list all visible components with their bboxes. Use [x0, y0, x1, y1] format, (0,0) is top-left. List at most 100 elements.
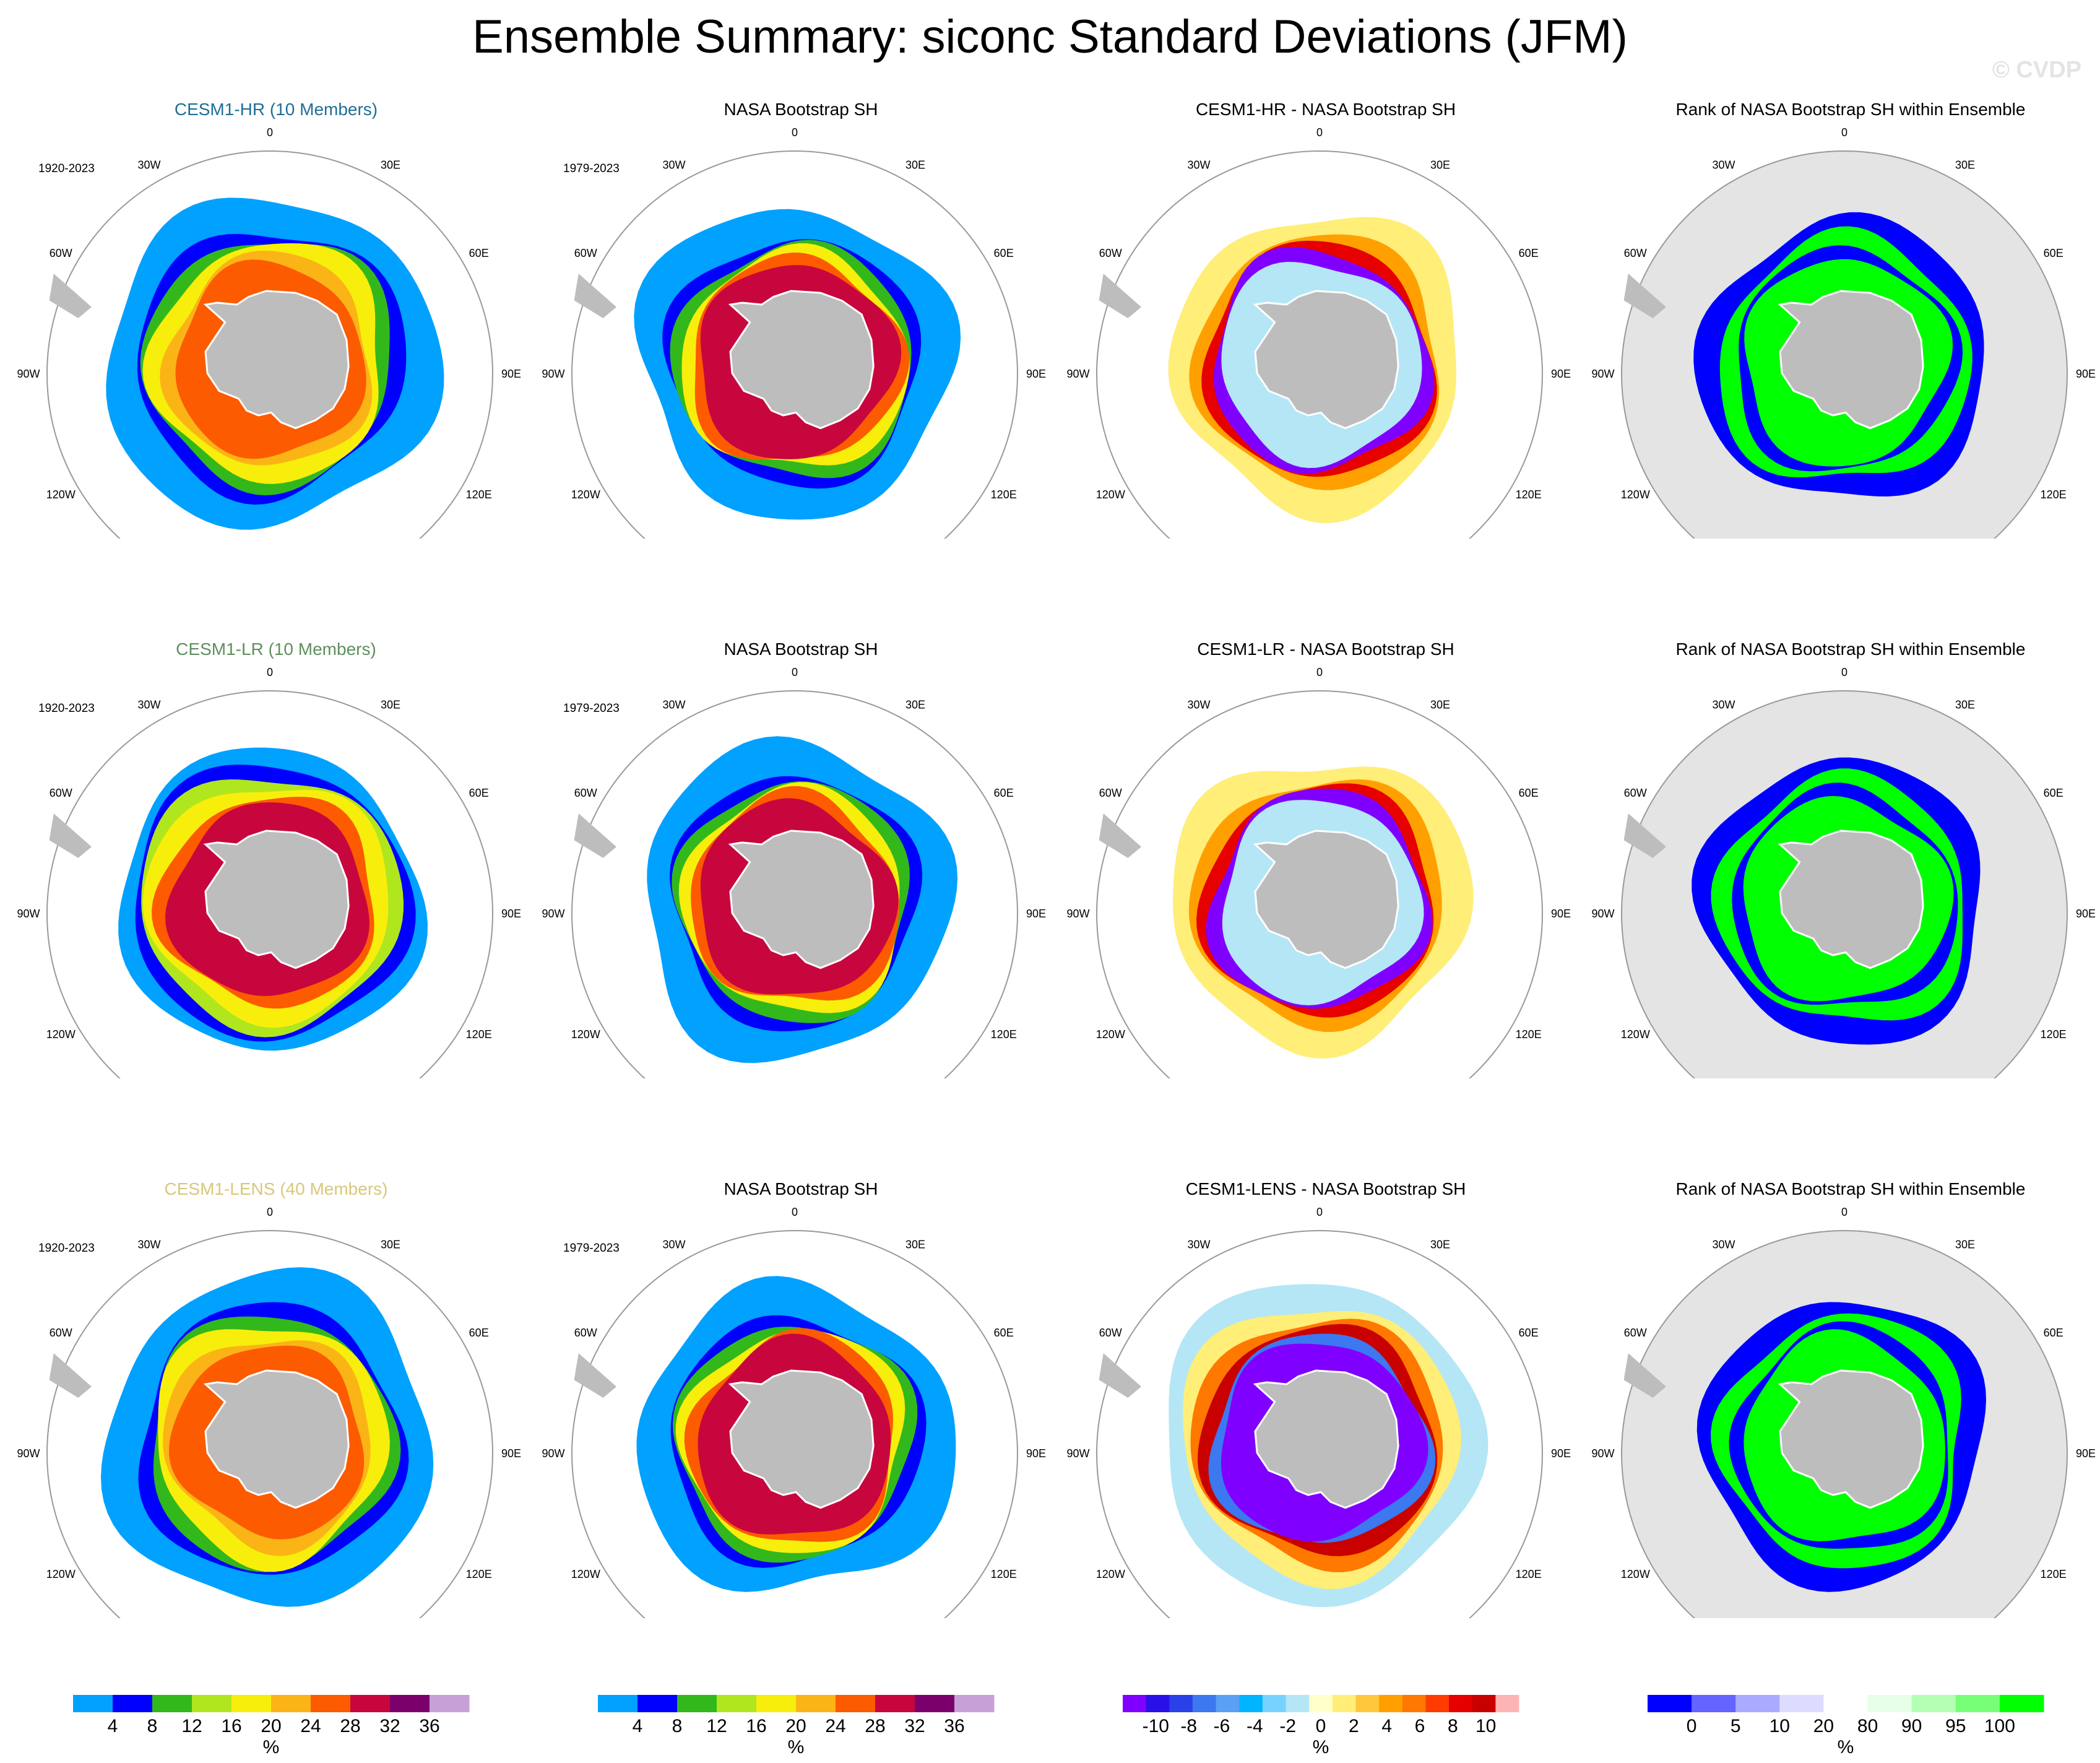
longitude-label: 60W — [1099, 247, 1122, 259]
longitude-label: 0 — [267, 666, 273, 678]
colorbar-tick-label: 0 — [1316, 1716, 1326, 1736]
colorbar-swatch — [836, 1695, 876, 1712]
colorbar-tick-label: 16 — [221, 1716, 241, 1736]
period-label: 1920-2023 — [38, 1242, 95, 1255]
colorbar-swatch — [311, 1695, 351, 1712]
longitude-label: 90E — [2076, 907, 2096, 920]
longitude-label: 60E — [2044, 1327, 2063, 1339]
map-panel: CESM1-LENS (40 Members)030E60E90E120E150… — [14, 1080, 538, 1618]
longitude-label: 30W — [1187, 698, 1210, 711]
longitude-label: 90W — [542, 1447, 564, 1460]
longitude-label: 60W — [574, 1327, 597, 1339]
longitude-label: 120W — [571, 1568, 600, 1580]
colorbar-swatch — [1146, 1695, 1170, 1712]
longitude-label: 60E — [1519, 247, 1539, 259]
colorbar-tick-label: 24 — [825, 1716, 845, 1736]
colorbar-swatch — [1216, 1695, 1240, 1712]
longitude-label: 30W — [137, 1238, 160, 1250]
longitude-label: 90E — [501, 1447, 521, 1460]
colorbar-tick-label: -6 — [1214, 1716, 1230, 1736]
longitude-label: 120E — [2041, 1028, 2067, 1041]
longitude-label: 60W — [1624, 1327, 1647, 1339]
colorbar: 0 5 10 20 80 90 95 100% — [1648, 1695, 2044, 1757]
map-panel: CESM1-LENS - NASA Bootstrap SH 0 30E 60E 90E… — [1063, 1080, 1588, 1618]
longitude-label: 120W — [1621, 1028, 1650, 1041]
south-america-land — [1623, 813, 1666, 858]
colorbar-swatch — [1239, 1695, 1263, 1712]
map-panel: Rank of NASA Bootstrap SH within Ensembl… — [1588, 540, 2100, 1078]
longitude-label: 0 — [1841, 126, 1847, 139]
longitude-label: 120E — [991, 488, 1017, 501]
longitude-label: 30E — [905, 698, 925, 711]
colorbar-swatch — [350, 1695, 391, 1712]
colorbar-tick-label: 4 — [633, 1716, 643, 1736]
longitude-label: 90E — [1026, 368, 1046, 380]
period-label: 1979-2023 — [563, 162, 620, 175]
longitude-label: 0 — [792, 1206, 798, 1218]
longitude-label: 30W — [1712, 698, 1735, 711]
colorbar-tick-label: 36 — [944, 1716, 964, 1736]
longitude-label: 0 — [1316, 126, 1323, 139]
panel-title: CESM1-HR - NASA Bootstrap SH — [1195, 100, 1456, 119]
longitude-label: 120E — [2041, 488, 2067, 501]
colorbar-tick-label: 6 — [1415, 1716, 1425, 1736]
polar-map: 030E60E90E120E150E180150W120W90W60W30W — [1591, 666, 2096, 1078]
colorbar-swatch — [113, 1695, 153, 1712]
colorbar-swatch — [1309, 1695, 1333, 1712]
longitude-label: 60E — [469, 787, 489, 799]
colorbar-swatch — [1379, 1695, 1403, 1712]
longitude-label: 120E — [1516, 1568, 1542, 1580]
colorbar-tick-label: 24 — [300, 1716, 321, 1736]
longitude-label: 60E — [2044, 787, 2063, 799]
colorbar-tick-label: 32 — [379, 1716, 400, 1736]
longitude-label: 90W — [542, 907, 564, 920]
longitude-label: 60E — [1519, 787, 1539, 799]
map-panel: CESM1-HR - NASA Bootstrap SH 0 30E 60E 90E 12… — [1063, 0, 1588, 539]
colorbar-swatch — [390, 1695, 430, 1712]
colorbar-swatch — [192, 1695, 232, 1712]
longitude-label: 60W — [574, 247, 597, 259]
longitude-label: 120E — [466, 1568, 492, 1580]
map-panel: NASA Bootstrap SH030E60E90E120E150E18015… — [538, 0, 1063, 539]
antarctica-land — [1778, 1369, 1924, 1509]
colorbar-swatch — [1472, 1695, 1496, 1712]
longitude-label: 30W — [1712, 158, 1735, 171]
colorbar-swatch — [1867, 1695, 1912, 1712]
colorbar: -10 -8 -6 -4 -2 0 2 4 6 8 10% — [1123, 1695, 1519, 1757]
panel-title: Rank of NASA Bootstrap SH within Ensembl… — [1675, 1179, 2026, 1198]
longitude-label: 60E — [994, 247, 1014, 259]
colorbar-tick-label: -10 — [1143, 1716, 1169, 1736]
longitude-label: 30W — [1712, 1238, 1735, 1250]
colorbar-swatch — [271, 1695, 311, 1712]
colorbar-tick-label: 8 — [1448, 1716, 1458, 1736]
colorbar-tick-label: 100 — [1984, 1716, 2015, 1736]
panel-title: CESM1-LR - NASA Bootstrap SH — [1197, 639, 1454, 659]
longitude-label: 120W — [46, 1028, 76, 1041]
colorbar-tick-label: 0 — [1687, 1716, 1697, 1736]
colorbar-swatch — [430, 1695, 470, 1712]
longitude-label: 60W — [50, 787, 72, 799]
polar-map: 030E60E90E120E150E180150W120W90W60W30W19… — [542, 126, 1046, 539]
longitude-label: 120W — [1621, 1568, 1650, 1580]
longitude-label: 90W — [1066, 907, 1089, 920]
panel-title: CESM1-HR (10 Members) — [174, 100, 378, 119]
figure-title: Ensemble Summary: siconc Standard Deviat… — [472, 11, 1628, 63]
longitude-label: 60E — [994, 1327, 1014, 1339]
colorbar-tick-label: 20 — [261, 1716, 281, 1736]
longitude-label: 120E — [466, 1028, 492, 1041]
longitude-label: 0 — [792, 126, 798, 139]
antarctica-land — [203, 830, 350, 969]
longitude-label: 30E — [905, 1238, 925, 1250]
longitude-label: 60W — [50, 247, 72, 259]
colorbar-swatch — [1648, 1695, 1692, 1712]
colorbar-tick-label: -8 — [1180, 1716, 1197, 1736]
panel-title: CESM1-LENS (40 Members) — [164, 1179, 388, 1198]
longitude-label: 90E — [1551, 907, 1571, 920]
colorbar-tick-label: 4 — [108, 1716, 118, 1736]
colorbar-tick-label: 10 — [1476, 1716, 1496, 1736]
south-america-land — [1623, 274, 1666, 318]
longitude-label: 90W — [1066, 368, 1089, 380]
south-america-land — [49, 813, 92, 858]
map-panel: CESM1-HR (10 Members)030E60E90E120E150E1… — [14, 0, 538, 539]
colorbar-swatch — [637, 1695, 678, 1712]
